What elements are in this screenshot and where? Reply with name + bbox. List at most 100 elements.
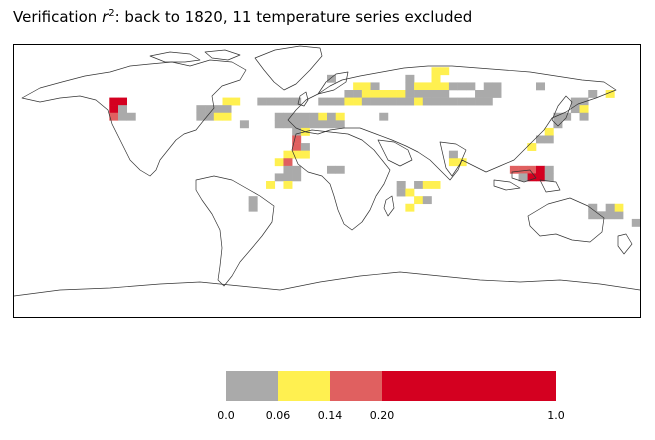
grid-cell-2 [431, 67, 441, 76]
grid-cell-77 [205, 112, 215, 121]
grid-cell-55 [422, 97, 432, 106]
grid-cell-36 [222, 97, 232, 106]
grid-cell-105 [300, 150, 310, 159]
grid-cell-112 [274, 173, 284, 182]
colorbar-bin-1 [278, 371, 330, 401]
grid-cell-94 [309, 120, 319, 129]
grid-cell-153 [614, 211, 624, 220]
grid-cell-122 [414, 181, 424, 189]
grid-cell-150 [588, 211, 598, 220]
colorbar-tick-label-3: 0.20 [370, 409, 395, 422]
title-superscript: 2 [108, 8, 115, 19]
grid-cell-32 [483, 90, 493, 98]
grid-cell-33 [492, 90, 502, 98]
grid-cell-119 [396, 181, 406, 189]
grid-cell-149 [544, 173, 554, 182]
grid-cell-52 [396, 97, 406, 106]
grid-cell-78 [213, 112, 223, 121]
grid-cell-7 [370, 82, 380, 91]
grid-cell-123 [422, 181, 432, 189]
grid-cell-80 [239, 120, 249, 129]
grid-cell-58 [448, 97, 458, 106]
grid-cell-59 [457, 97, 467, 106]
grid-cell-125 [414, 196, 424, 205]
grid-cell-118 [248, 203, 258, 212]
grid-cell-87 [327, 112, 337, 121]
grid-cell-145 [536, 165, 546, 174]
grid-cell-3 [440, 67, 450, 76]
grid-cell-39 [266, 97, 276, 106]
colorbar-bin-2 [330, 371, 382, 401]
grid-cell-18 [536, 82, 546, 91]
grid-cell-120 [396, 188, 406, 197]
grid-cell-37 [231, 97, 241, 106]
grid-cell-139 [448, 158, 458, 167]
grid-cell-29 [431, 90, 441, 98]
grid-cell-156 [605, 203, 615, 212]
colorbar-tick-label-1: 0.06 [266, 409, 291, 422]
grid-cell-60 [466, 97, 476, 106]
colorbar-bin-0 [226, 371, 278, 401]
grid-cell-143 [527, 165, 537, 174]
grid-cell-101 [292, 150, 302, 159]
grid-cell-79 [222, 112, 232, 121]
grid-cell-128 [553, 112, 563, 121]
grid-cell-154 [614, 203, 624, 212]
grid-cell-81 [274, 112, 284, 121]
grid-cell-135 [536, 135, 546, 144]
grid-cell-35 [605, 90, 615, 98]
grid-cell-84 [300, 112, 310, 121]
grid-cell-65 [109, 97, 119, 106]
grid-cell-93 [300, 120, 310, 129]
grid-cell-41 [283, 97, 293, 106]
grid-cell-89 [379, 112, 389, 121]
grid-cell-54 [414, 97, 424, 106]
grid-cell-51 [387, 97, 397, 106]
grid-cell-115 [327, 165, 337, 174]
grid-cell-97 [335, 120, 345, 129]
grid-cell-30 [440, 90, 450, 98]
grid-cell-72 [196, 105, 206, 114]
grid-cell-151 [596, 211, 606, 220]
grid-cell-0 [327, 74, 337, 83]
grid-cell-86 [318, 112, 328, 121]
grid-cell-155 [588, 203, 598, 212]
grid-cell-49 [370, 97, 380, 106]
grid-cell-50 [379, 97, 389, 106]
grid-cell-64 [579, 97, 589, 106]
grid-cell-130 [570, 105, 580, 114]
grid-cell-142 [518, 165, 528, 174]
grid-cell-75 [222, 105, 232, 114]
grid-cell-95 [318, 120, 328, 129]
grid-cell-8 [405, 82, 415, 91]
grid-cell-140 [457, 158, 467, 167]
grid-cell-71 [126, 112, 136, 121]
grid-cell-67 [109, 105, 119, 114]
grid-cell-108 [283, 165, 293, 174]
grid-cell-99 [292, 135, 302, 144]
grid-cell-16 [483, 82, 493, 91]
grid-cell-14 [457, 82, 467, 91]
grid-cell-68 [109, 112, 119, 121]
grid-cell-85 [309, 112, 319, 121]
grid-cell-11 [431, 82, 441, 91]
grid-cells [109, 67, 641, 227]
grid-cell-82 [283, 112, 293, 121]
grid-cell-141 [509, 165, 519, 174]
grid-cell-96 [327, 120, 337, 129]
grid-cell-61 [475, 97, 485, 106]
grid-cell-25 [396, 90, 406, 98]
grid-cell-31 [475, 90, 485, 98]
grid-cell-20 [353, 90, 363, 98]
grid-cell-132 [579, 112, 589, 121]
grid-cell-45 [335, 97, 345, 106]
grid-cell-113 [283, 181, 293, 189]
grid-cell-22 [370, 90, 380, 98]
grid-cell-106 [274, 158, 284, 167]
grid-cell-17 [492, 82, 502, 91]
grid-cell-124 [431, 181, 441, 189]
grid-cell-42 [292, 97, 302, 106]
grid-cell-157 [631, 218, 641, 227]
grid-cell-114 [266, 181, 276, 189]
grid-cell-5 [353, 82, 363, 91]
